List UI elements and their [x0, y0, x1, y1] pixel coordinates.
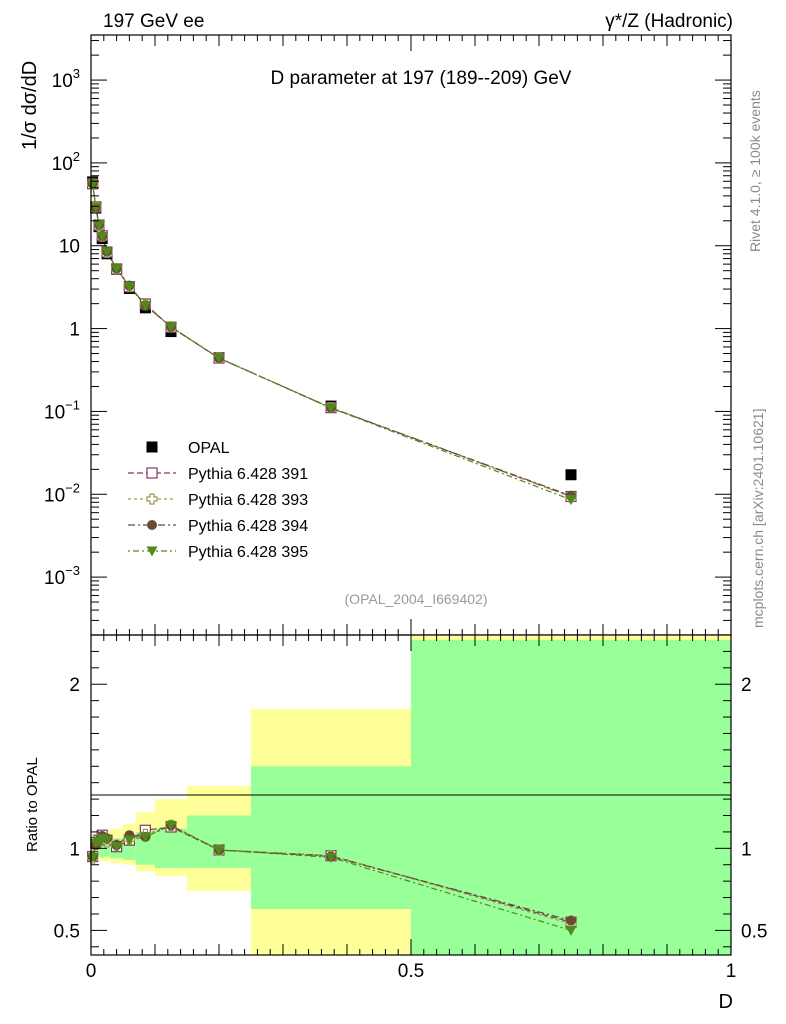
ratio-y-tick-label: 1 — [69, 839, 80, 860]
main-series — [86, 176, 577, 506]
ratio-y-tick-label: 2 — [69, 675, 80, 696]
ratio-point — [565, 925, 577, 936]
ratio-y-tick-label: 0.5 — [54, 921, 80, 942]
main-title: D parameter at 197 (189--209) GeV — [271, 68, 572, 89]
main-x-ticks — [90, 35, 732, 635]
band-stat-uncertainty — [251, 766, 411, 910]
legend-marker — [146, 546, 158, 557]
mc-point — [96, 232, 108, 243]
ratio-point — [325, 852, 337, 863]
mc-line — [92, 183, 572, 501]
ratio-point — [165, 820, 177, 831]
side-label-mcplots: mcplots.cern.ch [arXiv:2401.10621] — [750, 409, 766, 628]
band-stat-uncertainty — [187, 815, 251, 869]
ratio-point — [566, 915, 576, 926]
mc-line — [92, 183, 572, 498]
ratio-y-tick-label-right: 2 — [741, 675, 752, 696]
legend-label: Pythia 6.428 394 — [188, 518, 308, 535]
legend-label: Pythia 6.428 395 — [188, 544, 308, 561]
legend-label: OPAL — [188, 440, 230, 457]
ratio-point — [213, 845, 225, 856]
y-tick-label: 103 — [52, 66, 80, 92]
band-stat-uncertainty — [411, 639, 731, 955]
header-right: γ*/Z (Hadronic) — [605, 11, 733, 32]
mc-point — [213, 353, 225, 364]
ratio-line — [92, 824, 572, 925]
ratio-frame — [90, 634, 732, 956]
x-tick-label: 0 — [86, 961, 97, 982]
x-tick-label: 1 — [726, 961, 737, 982]
legend-marker — [146, 467, 158, 479]
mc-point — [90, 202, 102, 213]
band-stat-uncertainty — [155, 828, 187, 869]
ratio-series — [86, 819, 577, 936]
mc-line — [92, 183, 572, 497]
mc-point — [111, 264, 123, 275]
mc-point — [93, 220, 105, 231]
x-tick-label: 0.5 — [398, 961, 424, 982]
ratio-point — [139, 832, 151, 843]
y-tick-label: 10−2 — [44, 480, 80, 506]
x-axis-label: D — [719, 991, 733, 1013]
legend-marker — [147, 520, 157, 530]
y-tick-label: 102 — [52, 149, 80, 175]
ratio-ylabel: Ratio to OPAL — [24, 757, 41, 852]
ratio-y-tick-label-right: 1 — [741, 839, 752, 860]
ratio-point — [123, 835, 135, 846]
header-left: 197 GeV ee — [103, 11, 204, 32]
side-label-rivet: Rivet 4.1.0, ≥ 100k events — [747, 90, 763, 252]
legend-label: Pythia 6.428 393 — [188, 492, 308, 509]
y-tick-label: 10−1 — [44, 397, 80, 423]
ratio-point — [101, 835, 113, 846]
ratio-y-tick-label-right: 0.5 — [741, 921, 767, 942]
mc-point — [565, 495, 577, 506]
legend-label: Pythia 6.428 391 — [188, 466, 308, 483]
mc-point — [123, 282, 135, 293]
ratio-point — [111, 842, 123, 853]
mc-point — [87, 179, 99, 190]
legend: OPAL Pythia 6.428 391 Pythia 6.428 393 Pyth… — [128, 440, 308, 561]
mc-point — [165, 322, 177, 333]
mc-point — [101, 247, 113, 258]
main-annotation: (OPAL_2004_I669402) — [345, 591, 488, 607]
ratio-point — [87, 852, 99, 863]
main-y-axis: 10−3 10−2 10−1 1 10 102 103 — [44, 40, 731, 636]
mc-point — [325, 403, 337, 414]
main-frame — [90, 34, 732, 636]
mc-line — [92, 184, 572, 498]
y-tick-label: 10−3 — [44, 563, 80, 589]
data-point-opal — [565, 469, 577, 481]
y-tick-label: 1 — [69, 320, 80, 341]
band-stat-uncertainty — [135, 831, 155, 865]
legend-marker-opal — [146, 441, 158, 453]
ratio-panel: 0.5 0.51 12 2 0 0.5 1 Ratio to OPAL D — [24, 634, 767, 1013]
legend-marker — [146, 493, 158, 505]
main-panel: 10−3 10−2 10−1 1 10 102 103 D parameter at 197… — [19, 34, 732, 636]
mc-point — [139, 300, 151, 311]
main-ylabel: 1/σ dσ/dD — [19, 61, 41, 150]
y-tick-label: 10 — [59, 237, 80, 258]
